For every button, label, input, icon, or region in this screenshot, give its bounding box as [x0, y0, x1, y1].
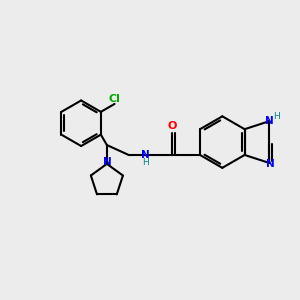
- Text: O: O: [168, 121, 177, 131]
- Text: N: N: [103, 157, 111, 167]
- Text: H: H: [273, 112, 279, 121]
- Text: N: N: [266, 159, 274, 169]
- Text: Cl: Cl: [109, 94, 121, 104]
- Text: H: H: [142, 158, 149, 167]
- Text: N: N: [141, 150, 150, 160]
- Text: N: N: [265, 116, 274, 126]
